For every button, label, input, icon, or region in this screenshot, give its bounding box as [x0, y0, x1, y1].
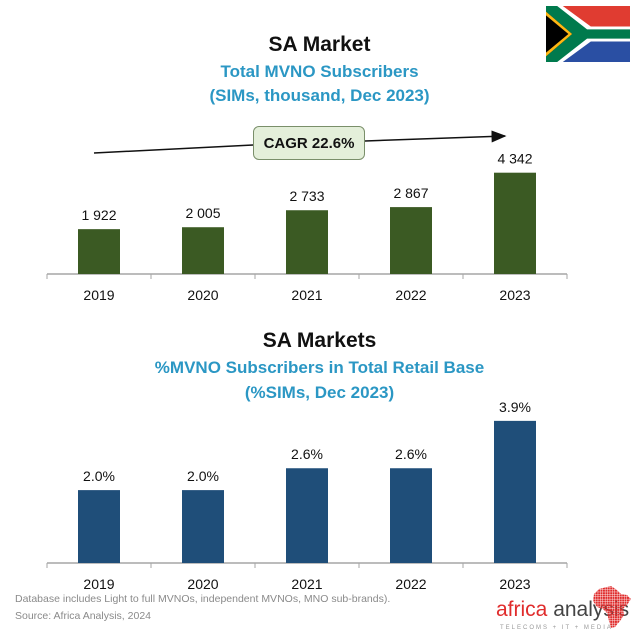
chart1-title: SA Market: [268, 33, 371, 56]
africa-map-icon: [593, 586, 631, 628]
x-tick-label-2020: 2020: [187, 287, 218, 303]
footnote-source: Source: Africa Analysis, 2024: [15, 610, 151, 622]
x-tick-label-2023: 2023: [499, 576, 530, 592]
data-label-2023: 4 342: [497, 151, 532, 167]
data-label-2022: 2 867: [393, 185, 428, 201]
chart2-subtitle: %MVNO Subscribers in Total Retail Base: [154, 358, 485, 377]
bar-2019: [78, 490, 120, 563]
logo-tagline: TELECOMS + IT + MEDIA: [500, 625, 613, 631]
x-tick-label-2019: 2019: [83, 576, 114, 592]
x-tick-label-2020: 2020: [187, 576, 218, 592]
south-africa-flag-icon: [546, 6, 630, 62]
bar-2020: [182, 490, 224, 563]
bar-2023: [494, 172, 536, 274]
chart1-subtitle-units: (SIMs, thousand, Dec 2023): [209, 86, 430, 105]
logo-word-africa: africa: [496, 598, 548, 621]
bar-2022: [390, 207, 432, 274]
data-label-2023: 3.9%: [499, 399, 531, 415]
x-tick-label-2021: 2021: [291, 576, 322, 592]
bar-2023: [494, 420, 536, 563]
bar-2020: [182, 227, 224, 274]
bar-2022: [390, 468, 432, 563]
data-label-2020: 2.0%: [187, 468, 219, 484]
data-label-2021: 2 733: [289, 188, 324, 204]
chart2-subtitle-units: (%SIMs, Dec 2023): [244, 383, 395, 402]
x-tick-label-2022: 2022: [395, 576, 426, 592]
retail-share-bar-chart: 2.0% 2019 2.0% 2020 2.6% 2021 2.6% 2022 3.9% 2023: [46, 399, 568, 592]
subscribers-bar-chart: 1 922 2019 2 005 2020 2 733 2021 2 867 2022 4 34…: [46, 130, 568, 303]
chart2-title: SA Markets: [262, 329, 377, 352]
data-label-2021: 2.6%: [291, 446, 323, 462]
x-tick-label-2022: 2022: [395, 287, 426, 303]
africa-analysis-logo: africa analysis TELECOMS + IT + MEDIA: [496, 585, 636, 640]
footnote-database: Database includes Light to full MVNOs, i…: [15, 593, 391, 605]
data-label-2022: 2.6%: [395, 446, 427, 462]
x-tick-label-2021: 2021: [291, 287, 322, 303]
bar-2021: [286, 468, 328, 563]
cagr-annotation: CAGR 22.6%: [253, 126, 365, 160]
bar-2021: [286, 210, 328, 274]
cagr-arrow-left-segment: [93, 144, 254, 154]
cagr-arrow-icon: [364, 130, 507, 143]
x-tick-label-2023: 2023: [499, 287, 530, 303]
data-label-2019: 1 922: [81, 207, 116, 223]
data-label-2019: 2.0%: [83, 468, 115, 484]
bar-2019: [78, 229, 120, 274]
x-tick-label-2019: 2019: [83, 287, 114, 303]
data-label-2020: 2 005: [185, 205, 220, 221]
chart1-subtitle: Total MVNO Subscribers: [220, 62, 419, 81]
